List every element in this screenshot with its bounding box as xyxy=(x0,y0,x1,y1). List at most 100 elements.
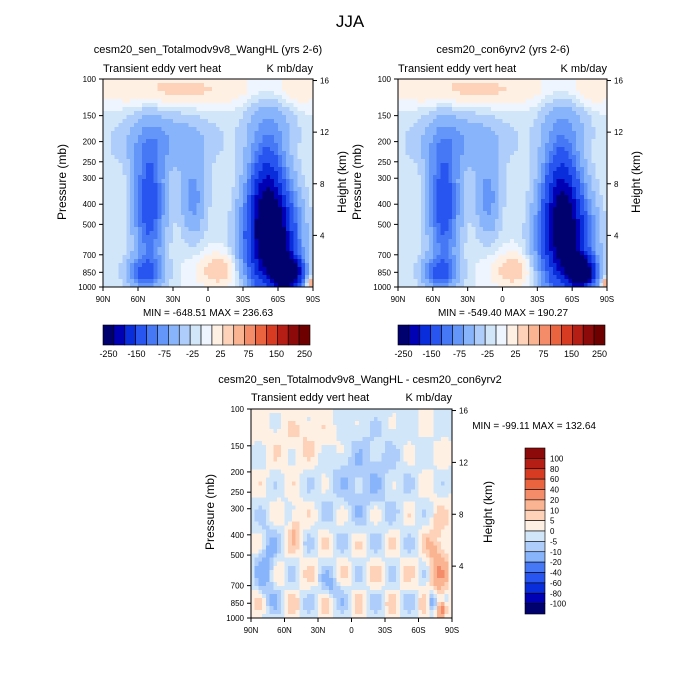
contour-cell xyxy=(506,207,511,212)
contour-cell xyxy=(436,187,441,192)
contour-cell xyxy=(285,235,291,240)
contour-cell xyxy=(421,155,426,160)
contour-cell xyxy=(533,151,538,156)
contour-cell xyxy=(599,155,604,160)
contour-cell xyxy=(309,171,314,176)
contour-cell xyxy=(564,147,569,152)
contour-cell xyxy=(521,91,527,96)
contour-cell xyxy=(266,95,271,100)
contour-cell xyxy=(141,107,147,112)
contour-cell xyxy=(502,103,507,108)
contour-cell xyxy=(285,79,291,84)
contour-cell xyxy=(208,219,213,224)
contour-cell xyxy=(184,127,189,132)
contour-cell xyxy=(223,151,228,156)
contour-cell xyxy=(494,79,500,84)
contour-cell xyxy=(479,119,484,124)
contour-cell xyxy=(297,107,302,112)
contour-cell xyxy=(548,167,554,172)
contour-cell xyxy=(274,175,279,180)
contour-cell xyxy=(145,247,151,252)
contour-cell xyxy=(572,171,577,176)
contour-cell xyxy=(533,179,538,184)
contour-cell xyxy=(398,131,403,136)
contour-cell xyxy=(192,199,197,204)
contour-cell xyxy=(215,175,221,180)
contour-cell xyxy=(153,259,158,264)
contour-cell xyxy=(552,143,558,148)
contour-cell xyxy=(545,215,550,220)
contour-cell xyxy=(243,139,248,144)
contour-cell xyxy=(215,207,221,212)
contour-cell xyxy=(587,211,592,216)
contour-cell xyxy=(235,195,240,200)
contour-cell xyxy=(471,219,476,224)
contour-cell xyxy=(289,119,294,124)
contour-cell xyxy=(231,147,236,152)
contour-cell xyxy=(297,219,302,224)
contour-cell xyxy=(552,147,558,152)
contour-cell xyxy=(506,95,511,100)
contour-cell xyxy=(130,267,135,272)
contour-cell xyxy=(200,115,205,120)
contour-cell xyxy=(235,151,240,156)
contour-cell xyxy=(126,223,131,228)
contour-cell xyxy=(510,179,515,184)
contour-cell xyxy=(552,215,558,220)
contour-cell xyxy=(428,115,434,120)
contour-cell xyxy=(246,195,252,200)
contour-cell xyxy=(591,195,596,200)
contour-cell xyxy=(204,215,209,220)
contour-cell xyxy=(103,279,108,284)
contour-cell xyxy=(576,91,581,96)
contour-cell xyxy=(235,147,240,152)
contour-cell xyxy=(215,107,221,112)
contour-cell xyxy=(405,211,411,216)
contour-cell xyxy=(134,219,139,224)
contour-cell xyxy=(514,123,519,128)
contour-cell xyxy=(595,99,600,104)
contour-cell xyxy=(239,95,244,100)
contour-cell xyxy=(138,171,143,176)
contour-cell xyxy=(293,159,298,164)
contour-cell xyxy=(165,231,170,236)
contour-cell xyxy=(405,207,411,212)
contour-cell xyxy=(278,227,283,232)
contour-cell xyxy=(591,211,596,216)
contour-cell xyxy=(579,135,585,140)
contour-cell xyxy=(487,175,492,180)
contour-cell xyxy=(208,143,213,148)
contour-cell xyxy=(118,275,123,280)
contour-cell xyxy=(211,127,217,132)
contour-cell xyxy=(517,123,523,128)
contour-cell xyxy=(114,211,119,216)
contour-cell xyxy=(103,123,108,128)
contour-cell xyxy=(161,219,166,224)
contour-cell xyxy=(258,195,263,200)
contour-cell xyxy=(297,275,302,280)
contour-cell xyxy=(130,251,135,256)
contour-cell xyxy=(444,155,449,160)
contour-cell xyxy=(173,195,178,200)
contour-cell xyxy=(417,135,422,140)
contour-cell xyxy=(258,183,263,188)
contour-cell xyxy=(428,147,434,152)
contour-cell xyxy=(227,223,232,228)
contour-cell xyxy=(583,223,589,228)
contour-cell xyxy=(126,187,131,192)
contour-cell xyxy=(463,223,469,228)
contour-cell xyxy=(106,227,112,232)
contour-cell xyxy=(432,227,438,232)
contour-cell xyxy=(421,91,426,96)
colorbar-swatch xyxy=(255,324,267,346)
contour-cell xyxy=(157,207,162,212)
contour-cell xyxy=(548,159,554,164)
contour-cell xyxy=(591,219,596,224)
contour-cell xyxy=(215,159,221,164)
contour-cell xyxy=(188,99,193,104)
contour-cell xyxy=(490,119,496,124)
contour-cell xyxy=(281,259,287,264)
contour-cell xyxy=(514,159,519,164)
contour-cell xyxy=(398,79,403,84)
contour-cell xyxy=(165,227,170,232)
